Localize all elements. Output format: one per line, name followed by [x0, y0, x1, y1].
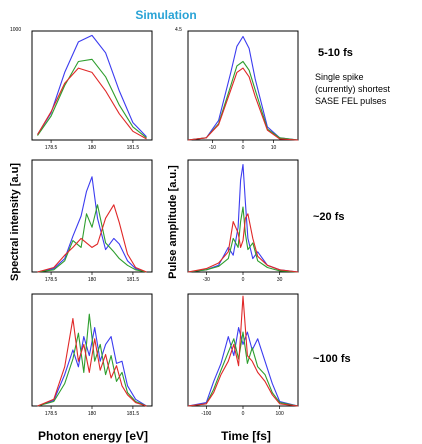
series-line-red: [37, 204, 147, 273]
panel-frame-1-time: [187, 30, 299, 141]
x-tick-label: 180: [88, 145, 97, 151]
figure-title: Simulation: [135, 8, 196, 22]
top-left-y-value: 1000: [10, 27, 21, 33]
x-tick-label: 10: [271, 145, 277, 151]
x-tick-label: 181.5: [127, 411, 140, 417]
x-tick-label: 178.5: [45, 411, 58, 417]
x-tick-label: 178.5: [45, 277, 58, 283]
series-line-red: [37, 67, 147, 140]
x-tick-label: 180: [88, 411, 97, 417]
x-tick-label: 181.5: [127, 145, 140, 151]
row-label-2: ~20 fs: [313, 211, 345, 223]
x-tick-label: 30: [277, 277, 283, 283]
x-tick-label: -10: [209, 145, 216, 151]
series-line-green: [37, 204, 147, 273]
x-tick-label: 100: [275, 411, 284, 417]
note-line-2: (currently) shortest: [315, 84, 391, 94]
x-tick-label: 0: [242, 277, 245, 283]
series-line-green: [37, 58, 147, 139]
spectral-intensity-ylabel: Spectral intensity [a.u]: [9, 163, 21, 281]
series-line-red: [37, 318, 147, 407]
row-label-3: ~100 fs: [313, 353, 351, 365]
series-line-blue: [37, 327, 147, 407]
series-line-blue: [37, 176, 147, 273]
series-line-red: [187, 67, 299, 141]
note-line-1: Single spike: [315, 72, 364, 82]
series-line-blue: [37, 34, 147, 138]
panel-frame-3-time: [187, 293, 299, 407]
time-xlabel: Time [fs]: [221, 429, 271, 443]
x-tick-label: 178.5: [45, 145, 58, 151]
x-tick-label: 0: [242, 411, 245, 417]
series-line-blue: [187, 327, 299, 407]
series-line-red: [187, 295, 299, 407]
series-line-green: [187, 331, 299, 407]
series-line-green: [187, 206, 299, 273]
pulse-amplitude-ylabel: Pulse amplitude [a.u.]: [167, 165, 179, 279]
top-right-y-value: 4.5: [175, 27, 182, 33]
x-tick-label: -100: [201, 411, 211, 417]
series-line-blue: [187, 35, 299, 141]
note-line-3: SASE FEL pulses: [315, 96, 387, 106]
x-tick-label: 181.5: [127, 277, 140, 283]
row-label-1: 5-10 fs: [318, 47, 353, 59]
series-line-red: [187, 213, 299, 273]
x-tick-label: -30: [203, 277, 210, 283]
photon-energy-xlabel: Photon energy [eV]: [38, 429, 148, 443]
x-tick-label: 0: [242, 145, 245, 151]
panel-frame-3-energy: [31, 293, 153, 407]
panel-frame-2-time: [187, 159, 299, 273]
x-tick-label: 180: [88, 277, 97, 283]
